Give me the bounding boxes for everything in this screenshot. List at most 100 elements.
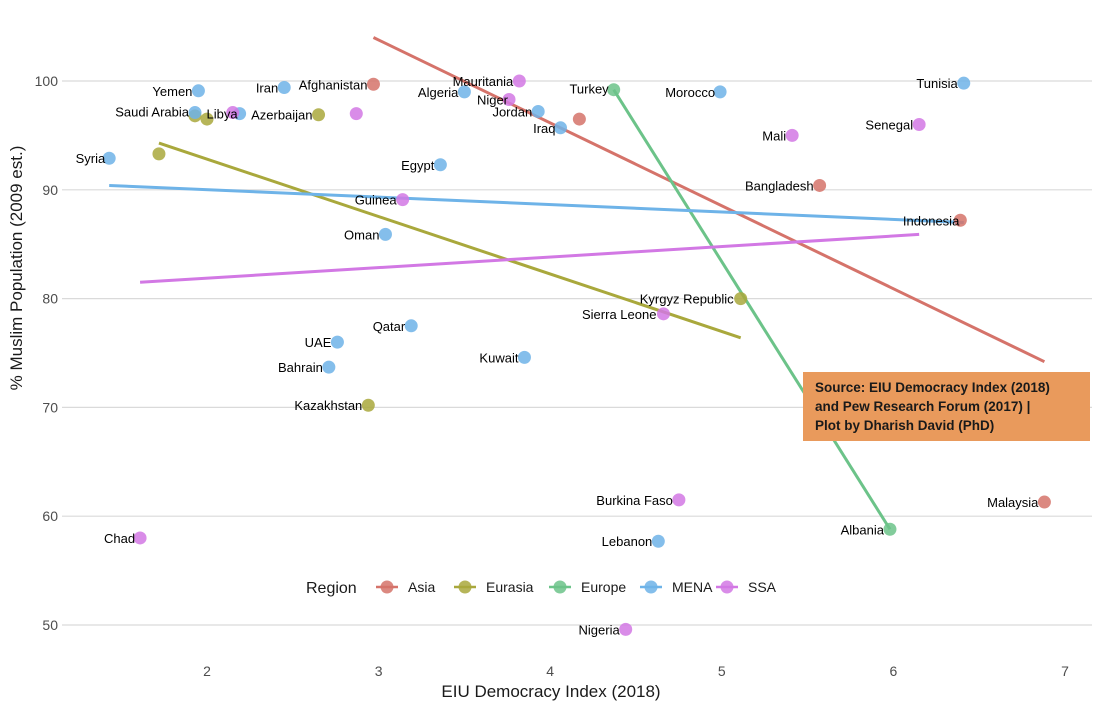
data-point (619, 622, 633, 636)
data-point (957, 76, 971, 90)
data-point (322, 360, 336, 374)
data-point (312, 108, 326, 122)
point-label: Burkina Faso (596, 493, 673, 508)
data-point (378, 227, 392, 241)
point-label: Guinea (355, 193, 398, 208)
data-point (883, 522, 897, 536)
data-point (656, 307, 670, 321)
point-label: Algeria (418, 85, 459, 100)
y-tick-label: 100 (35, 73, 59, 89)
data-point (713, 85, 727, 99)
trend-line-europe (612, 88, 892, 531)
point-label: Yemen (152, 84, 192, 99)
y-tick-label: 70 (42, 399, 58, 415)
data-point (813, 178, 827, 192)
data-point (433, 158, 447, 172)
x-axis-title: EIU Democracy Index (2018) (441, 682, 660, 701)
point-label: Egypt (401, 158, 435, 173)
data-point (330, 335, 344, 349)
point-label: Kyrgyz Republic (640, 292, 734, 307)
data-point (572, 112, 586, 126)
data-point (226, 106, 240, 120)
data-point (361, 398, 375, 412)
data-point (188, 106, 202, 120)
data-points (102, 74, 1051, 636)
point-label: Oman (344, 227, 379, 242)
y-tick-label: 90 (42, 182, 58, 198)
y-tick-label: 50 (42, 617, 58, 633)
legend-key-dot (720, 580, 734, 594)
y-tick-label: 60 (42, 508, 58, 524)
data-point (531, 104, 545, 118)
point-label: Senegal (865, 118, 913, 133)
point-label: Mali (762, 128, 786, 143)
point-label: Chad (104, 531, 135, 546)
point-label: Albania (841, 522, 885, 537)
point-label: Kuwait (479, 350, 518, 365)
legend-key-dot (380, 580, 394, 594)
legend-item-label: Europe (581, 579, 626, 595)
data-point (785, 128, 799, 142)
point-label: Nigeria (579, 622, 621, 637)
point-label: Libya (207, 107, 239, 122)
data-point (1037, 495, 1051, 509)
trend-line-asia (372, 36, 1046, 364)
point-label: UAE (305, 335, 332, 350)
source-note-line-3: Plot by Dharish David (PhD) (815, 418, 995, 433)
x-tick-label: 2 (203, 663, 211, 679)
point-label: Afghanistan (299, 77, 368, 92)
y-tick-label: 80 (42, 291, 58, 307)
data-point (517, 350, 531, 364)
trend-lines (109, 36, 1046, 531)
data-point (133, 531, 147, 545)
data-point (191, 84, 205, 98)
data-point (102, 151, 116, 165)
data-point (502, 92, 516, 106)
data-point (734, 292, 748, 306)
data-point (404, 319, 418, 333)
data-point (366, 77, 380, 91)
point-labels: Afghanistan Bangladesh Indonesia Malaysia Az… (76, 74, 1040, 637)
axis-ticks: 50 60 70 80 90 100 2 3 4 5 6 7 (35, 73, 1069, 679)
legend-title: Region (306, 580, 357, 597)
trend-line-eurasia (158, 141, 742, 340)
data-point (349, 107, 363, 121)
point-label: Kazakhstan (294, 398, 362, 413)
x-tick-label: 4 (546, 663, 554, 679)
point-label: Saudi Arabia (115, 105, 189, 120)
legend-item-label: Asia (408, 579, 435, 595)
point-label: Qatar (373, 319, 406, 334)
data-point (912, 118, 926, 132)
trend-line-ssa (139, 232, 920, 284)
point-label: Azerbaijan (251, 108, 312, 123)
data-point (953, 213, 967, 227)
source-note-box: Source: EIU Democracy Index (2018) and P… (803, 372, 1090, 441)
data-point (152, 147, 166, 161)
point-label: Jordan (492, 104, 532, 119)
x-tick-label: 5 (718, 663, 726, 679)
point-label: Bahrain (278, 360, 323, 375)
data-point (457, 85, 471, 99)
point-label: Iraq (533, 121, 555, 136)
point-label: Malaysia (987, 495, 1039, 510)
point-label: Turkey (569, 82, 609, 97)
x-tick-label: 6 (890, 663, 898, 679)
legend-key-dot (553, 580, 567, 594)
legend: Region Asia Eurasia Europe MENA SSA (306, 579, 777, 597)
legend-key-dot (644, 580, 658, 594)
point-label: Tunisia (916, 76, 958, 91)
point-label: Indonesia (903, 213, 960, 228)
trend-line-mena (109, 183, 964, 224)
y-axis-title: % Muslim Population (2009 est.) (7, 146, 26, 391)
legend-item-label: MENA (672, 579, 713, 595)
point-label: Lebanon (602, 534, 653, 549)
point-label: Niger (477, 92, 509, 107)
x-tick-label: 3 (375, 663, 383, 679)
data-point (200, 112, 214, 126)
point-label: Iran (256, 81, 278, 96)
legend-item-label: SSA (748, 579, 777, 595)
data-point (651, 534, 665, 548)
point-label: Sierra Leone (582, 307, 656, 322)
point-label: Bangladesh (745, 178, 814, 193)
